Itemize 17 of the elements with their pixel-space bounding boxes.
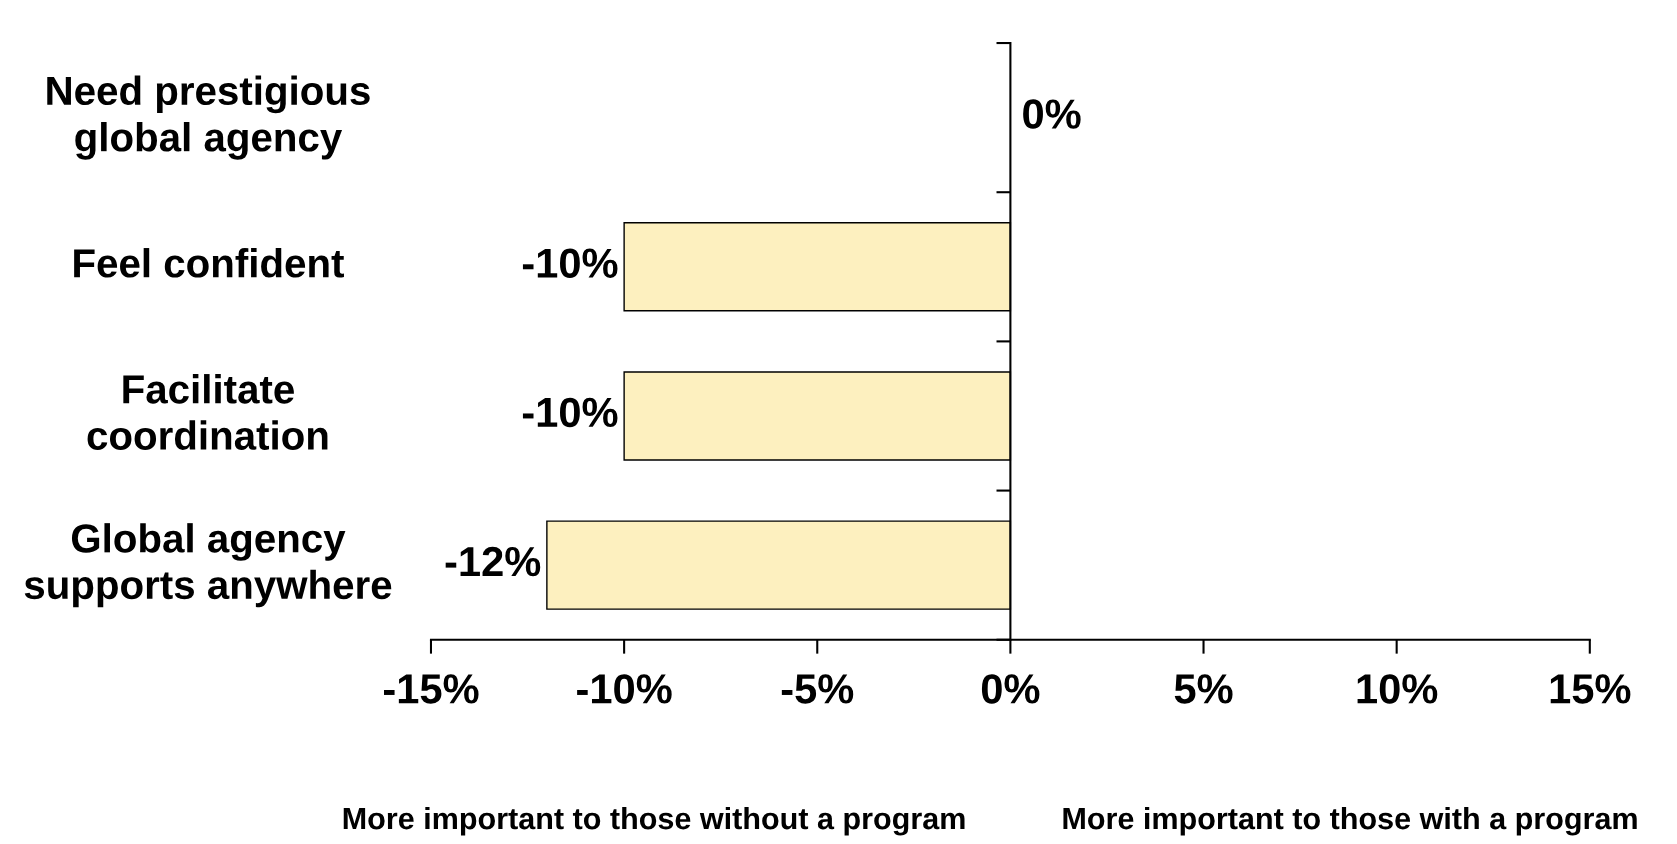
x-tick-label: 15% bbox=[1550, 674, 1631, 704]
y-tick-label: Feel confident bbox=[74, 248, 344, 278]
x-tick-label: -15% bbox=[383, 674, 479, 704]
data-label: -10% bbox=[522, 397, 618, 428]
data-label: 0% bbox=[1023, 99, 1081, 129]
text: More important to those without a program bbox=[343, 806, 965, 836]
y-tick-label: Need prestigious global agency bbox=[47, 75, 370, 160]
data-label: -10% bbox=[522, 248, 618, 278]
x-tick-label: 0% bbox=[981, 674, 1040, 704]
x-tick-label: -5% bbox=[781, 674, 854, 704]
y-tick-label: Facilitate coordination bbox=[87, 374, 328, 450]
data-label: -12% bbox=[445, 546, 541, 577]
y-tick-label: Global agency supports anywhere bbox=[24, 523, 392, 608]
x-tick-label: 5% bbox=[1174, 674, 1233, 704]
x-tick-label: -10% bbox=[577, 674, 672, 704]
text: More important to those with a program bbox=[1063, 806, 1637, 836]
x-tick-label: 10% bbox=[1357, 674, 1438, 704]
